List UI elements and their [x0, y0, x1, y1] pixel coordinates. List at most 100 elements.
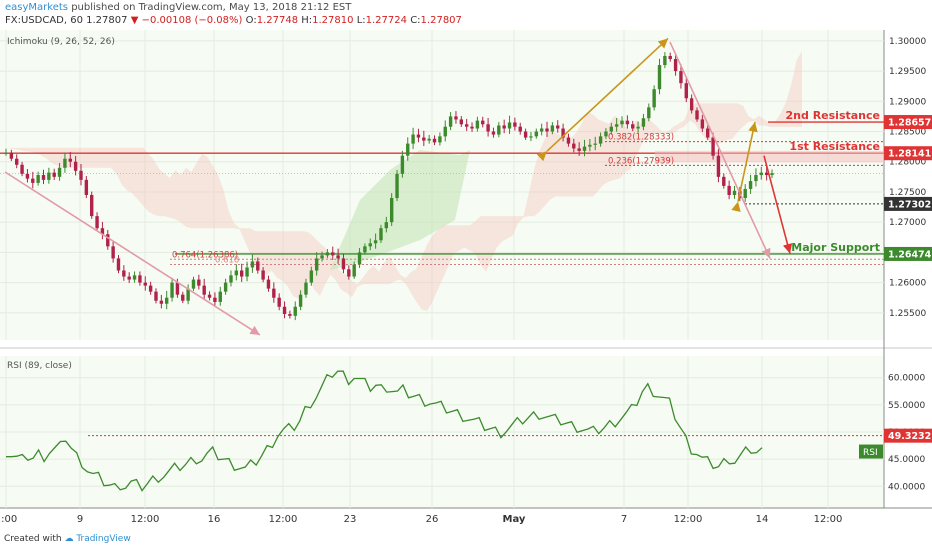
candle-body	[679, 71, 683, 84]
candle-body	[159, 300, 164, 304]
candle-body	[625, 120, 630, 125]
candle-body	[518, 126, 522, 132]
first-resistance-tag: 1.28141	[888, 149, 931, 160]
fib-label: 0.618	[215, 255, 239, 265]
candle-body	[282, 306, 287, 315]
high-value: 1.27810	[312, 15, 354, 26]
candle-body	[582, 146, 587, 151]
footer-created-with: Created with	[4, 534, 62, 544]
candle-body	[497, 125, 501, 135]
candle-body	[73, 161, 78, 171]
rsi-label[interactable]: RSI (89, close)	[7, 361, 72, 371]
support-level-tag: 1.27302	[888, 199, 931, 210]
time-tick-label: 7	[621, 514, 627, 525]
candle-body	[400, 155, 405, 174]
candle-body	[668, 55, 672, 60]
candle-body	[711, 137, 715, 156]
candle-body	[341, 258, 346, 270]
candle-body	[695, 110, 699, 120]
symbol-label[interactable]: FX:USDCAD, 60	[5, 15, 83, 26]
candle-body	[373, 240, 378, 244]
candle-body	[336, 255, 340, 259]
candle-body	[277, 297, 281, 307]
candle-body	[545, 128, 549, 132]
candle-body	[620, 120, 624, 125]
candle-body	[90, 194, 94, 217]
candle-body	[438, 136, 442, 143]
swing-up-arrow	[536, 37, 669, 162]
candle-body	[320, 255, 324, 259]
candle-body	[507, 122, 512, 129]
candle-body	[486, 124, 490, 132]
price-tick-label: 1.28000	[889, 158, 926, 168]
candle-body	[309, 270, 314, 283]
candle-body	[614, 124, 619, 127]
symbol-bar: FX:USDCAD, 60 1.27807 ▼ −0.00108 (−0.08%…	[5, 15, 462, 27]
candle-body	[502, 125, 506, 129]
candle-body	[357, 252, 362, 265]
candle-body	[79, 170, 83, 180]
open-value: 1.27748	[256, 15, 299, 26]
candle-body	[245, 267, 249, 277]
candle-body	[577, 148, 581, 151]
candle-body	[759, 172, 763, 176]
price-tick-label: 1.30000	[889, 37, 926, 47]
candle-body	[63, 158, 67, 168]
major-support-tag-bg	[884, 246, 932, 261]
candle-body	[673, 59, 678, 72]
candle-body	[352, 264, 356, 277]
candle-body	[223, 282, 228, 292]
candle-body	[689, 98, 694, 111]
candle-body	[47, 172, 51, 180]
ichimoku-label[interactable]: Ichimoku (9, 26, 52, 26)	[7, 37, 115, 47]
candle-body	[684, 83, 688, 99]
candle-body	[293, 306, 297, 316]
candle-body	[175, 282, 180, 295]
candle-body	[368, 243, 372, 247]
rsi-current-tag-bg	[859, 444, 883, 459]
candle-body	[475, 120, 480, 129]
candle-body	[234, 270, 239, 276]
price-tick-label: 1.27000	[889, 218, 926, 228]
target-arrow	[763, 155, 793, 254]
candle-body	[593, 143, 597, 145]
candle-body	[164, 297, 169, 304]
candle-body	[598, 136, 603, 144]
candle-body	[464, 124, 469, 127]
candle-body	[647, 107, 651, 119]
candle-body	[657, 65, 662, 90]
candle-body	[143, 282, 147, 286]
candle-body	[229, 275, 233, 283]
candle-body	[422, 137, 426, 141]
low-value: 1.27724	[365, 15, 407, 26]
rsi-level-tag-bg	[884, 428, 932, 443]
rsi-current-tag: RSI	[863, 448, 878, 458]
candle-body	[15, 158, 19, 165]
candle-body	[363, 246, 367, 253]
price-tick-label: 1.28500	[889, 128, 926, 138]
time-tick-label: 12:00	[674, 514, 703, 525]
candle-body	[256, 261, 260, 271]
candle-body	[4, 152, 8, 154]
price-tick-label: 1.29500	[889, 67, 926, 77]
candle-body	[41, 175, 46, 180]
fib-label: 0.382(1.28333)	[608, 133, 674, 143]
candle-body	[432, 138, 437, 143]
candle-body	[122, 270, 126, 277]
candle-body	[100, 228, 105, 235]
footer-brand[interactable]: TradingView	[76, 534, 131, 544]
candle-body	[700, 119, 705, 129]
candle-body	[379, 228, 383, 241]
candle-body	[513, 122, 517, 127]
ichimoku-cloud-bull	[330, 150, 470, 270]
candle-body	[213, 297, 217, 302]
price-tick-label: 1.27500	[889, 188, 926, 198]
rsi-tick-label: 45.0000	[888, 455, 925, 465]
time-tick-label: 12:00	[269, 514, 298, 525]
candle-body	[36, 175, 40, 183]
publisher-name[interactable]: easyMarkets	[5, 2, 68, 13]
candle-body	[764, 172, 769, 176]
downtrend-arrow	[4, 171, 261, 336]
candle-body	[20, 164, 24, 174]
